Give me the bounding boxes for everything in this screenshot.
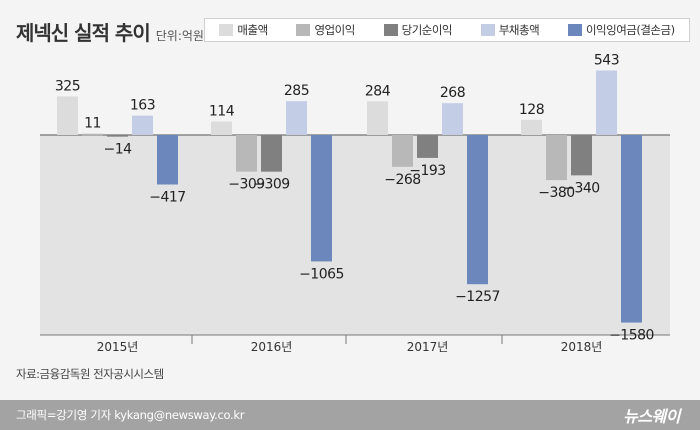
bar-net-profit-2 (261, 135, 282, 172)
bar-net-profit-1 (107, 135, 128, 137)
data-label-sales-3: 284 (365, 83, 391, 99)
legend-item-retained-earnings: 이익잉여금(결손금) (567, 22, 675, 38)
legend-swatch-operating-profit (296, 24, 311, 36)
x-tick-label-3: 2017년 (407, 340, 449, 354)
data-label-net-profit-3: −193 (409, 163, 445, 179)
legend-label-net-profit: 당기순이익 (401, 23, 453, 37)
bar-total-liabilities-2 (286, 101, 307, 135)
data-label-operating-profit-2: −309 (228, 177, 264, 193)
bar-chart: 325 11−14 163 −417 2015년 114 −309−309 285 −1065 2… (40, 53, 670, 354)
bar-retained-earnings-3 (467, 135, 488, 285)
data-label-sales-4: 128 (519, 102, 544, 118)
legend-swatch-net-profit (383, 24, 398, 36)
chart-title: 제넥신 실적 추이 (16, 21, 151, 45)
bar-total-liabilities-3 (442, 103, 463, 135)
title-row: 제넥신 실적 추이 단위:억원 (16, 14, 204, 46)
data-label-sales-2: 114 (209, 103, 235, 119)
legend-swatch-retained-earnings (567, 24, 582, 36)
brand-logo: 뉴스웨이 (623, 407, 680, 426)
bar-operating-profit-4 (546, 135, 567, 181)
data-label-operating-profit-3: −268 (384, 172, 420, 188)
data-label-total-liabilities-4: 543 (594, 53, 619, 69)
bar-total-liabilities-1 (132, 115, 153, 135)
legend-item-operating-profit: 영업이익 (296, 22, 355, 38)
unit-label: 단위:억원 (155, 29, 204, 43)
legend-label-operating-profit: 영업이익 (314, 23, 355, 37)
legend-swatch-sales (219, 24, 234, 36)
legend-label-sales: 매출액 (237, 23, 268, 37)
data-label-retained-earnings-3: −1257 (455, 289, 500, 305)
legend-label-retained-earnings: 이익잉여금(결손금) (585, 23, 675, 37)
data-label-total-liabilities-3: 268 (440, 85, 465, 101)
data-label-retained-earnings-2: −1065 (299, 266, 344, 282)
legend-item-total-liabilities: 부채총액 (480, 22, 540, 38)
bar-sales-3 (367, 101, 388, 135)
legend-label-total-liabilities: 부채총액 (498, 23, 540, 37)
bar-operating-profit-2 (236, 135, 257, 172)
x-tick-label-4: 2018년 (561, 340, 603, 354)
x-tick-label-2: 2016년 (251, 340, 293, 354)
bar-sales-2 (211, 121, 232, 135)
data-label-sales-1: 325 (55, 78, 80, 94)
graphic-credit: 그래픽=강기영 기자 kykang@newsway.co.kr (16, 408, 245, 422)
legend-swatch-total-liabilities (480, 24, 495, 36)
bar-net-profit-4 (571, 135, 592, 176)
data-label-net-profit-2: −309 (253, 177, 289, 193)
bar-net-profit-3 (417, 135, 438, 158)
bar-retained-earnings-4 (621, 135, 642, 323)
data-label-total-liabilities-2: 285 (284, 83, 309, 99)
bar-sales-1 (57, 96, 78, 135)
bar-operating-profit-1 (82, 133, 103, 136)
bar-sales-4 (521, 119, 542, 135)
bar-retained-earnings-2 (311, 135, 332, 262)
data-label-net-profit-1: −14 (103, 142, 132, 158)
x-tick-label-1: 2015년 (97, 340, 139, 354)
data-label-operating-profit-1: 11 (84, 116, 101, 132)
footer-bar: 그래픽=강기영 기자 kykang@newsway.co.kr 뉴스웨이 (0, 400, 700, 430)
data-label-retained-earnings-4: −1580 (609, 328, 654, 344)
bar-retained-earnings-1 (157, 135, 178, 185)
bar-operating-profit-3 (392, 135, 413, 167)
data-label-operating-profit-4: −380 (538, 185, 574, 201)
data-label-net-profit-4: −340 (563, 180, 599, 196)
source-note: 자료:금융감독원 전자공시시스템 (16, 367, 164, 381)
legend-item-sales: 매출액 (219, 22, 268, 38)
chart-legend: 매출액 영업이익 당기순이익 부채총액 이익잉여금(결손금) (204, 18, 690, 42)
legend-item-net-profit: 당기순이익 (383, 22, 453, 38)
bar-total-liabilities-4 (596, 70, 617, 135)
data-label-total-liabilities-1: 163 (130, 98, 155, 114)
data-label-retained-earnings-1: −417 (149, 189, 185, 205)
